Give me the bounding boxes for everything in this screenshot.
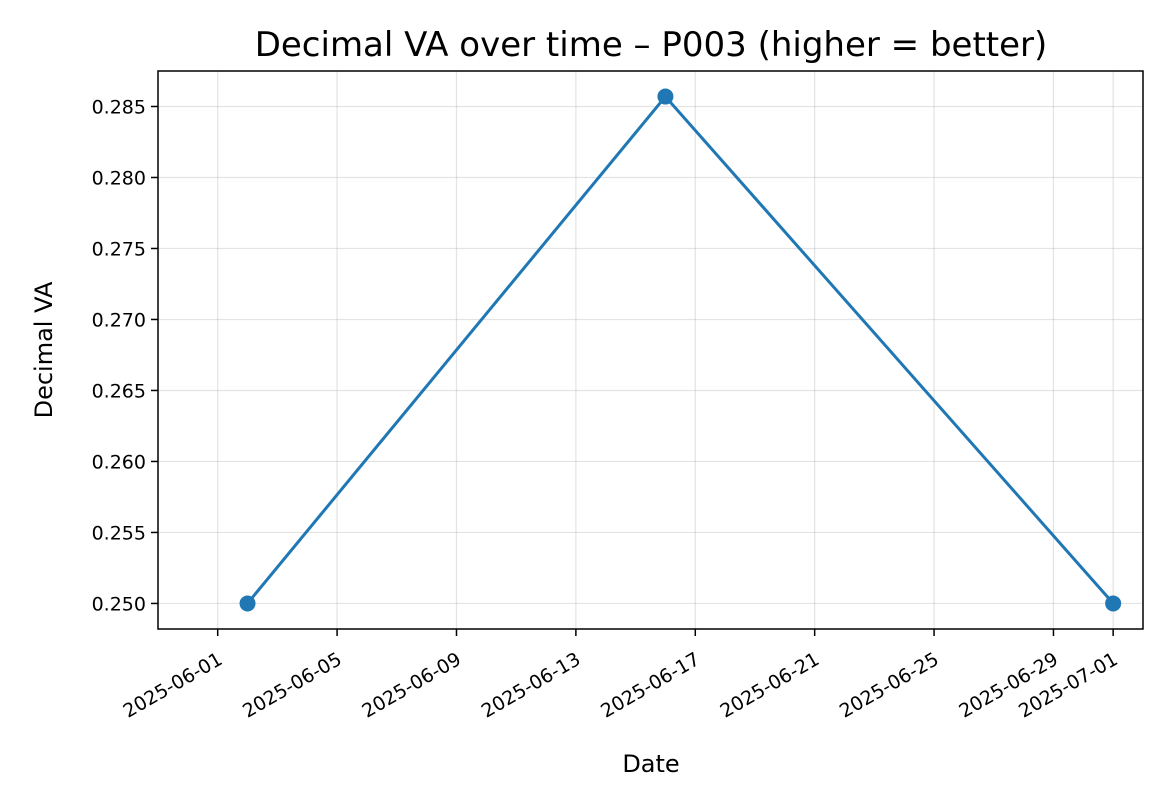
x-tick-label: 2025-06-21 — [717, 648, 824, 722]
x-tick-label: 2025-06-13 — [478, 648, 585, 722]
y-tick-label: 0.260 — [92, 451, 146, 473]
grid — [158, 71, 1143, 629]
y-tick-label: 0.270 — [92, 309, 146, 331]
data-point — [1105, 595, 1122, 612]
y-axis-label: Decimal VA — [30, 281, 58, 418]
data-point — [657, 88, 674, 105]
x-tick-label: 2025-06-17 — [597, 648, 704, 722]
y-tick-label: 0.255 — [92, 522, 146, 544]
x-tick-label: 2025-06-25 — [836, 648, 943, 722]
y-tick-label: 0.285 — [92, 96, 146, 118]
plot-frame — [157, 70, 1144, 630]
series — [239, 88, 1122, 612]
x-axis: 2025-06-01 2025-06-05 2025-06-09 2025-06-13… — [120, 629, 1122, 723]
x-axis-label: Date — [622, 750, 679, 778]
y-tick-label: 0.250 — [92, 593, 146, 615]
x-tick-label: 2025-06-05 — [239, 648, 346, 722]
y-tick-label: 0.275 — [92, 238, 146, 260]
y-tick-label: 0.265 — [92, 380, 146, 402]
y-axis: 0.250 0.255 0.260 0.265 0.270 0.275 0.280 0.285 — [92, 96, 158, 615]
data-point — [239, 595, 256, 612]
x-tick-label: 2025-06-09 — [358, 648, 465, 722]
y-tick-label: 0.280 — [92, 167, 146, 189]
x-tick-label: 2025-06-01 — [120, 648, 227, 722]
chart-title: Decimal VA over time – P003 (higher = be… — [255, 25, 1048, 65]
series-line — [246, 95, 1115, 605]
